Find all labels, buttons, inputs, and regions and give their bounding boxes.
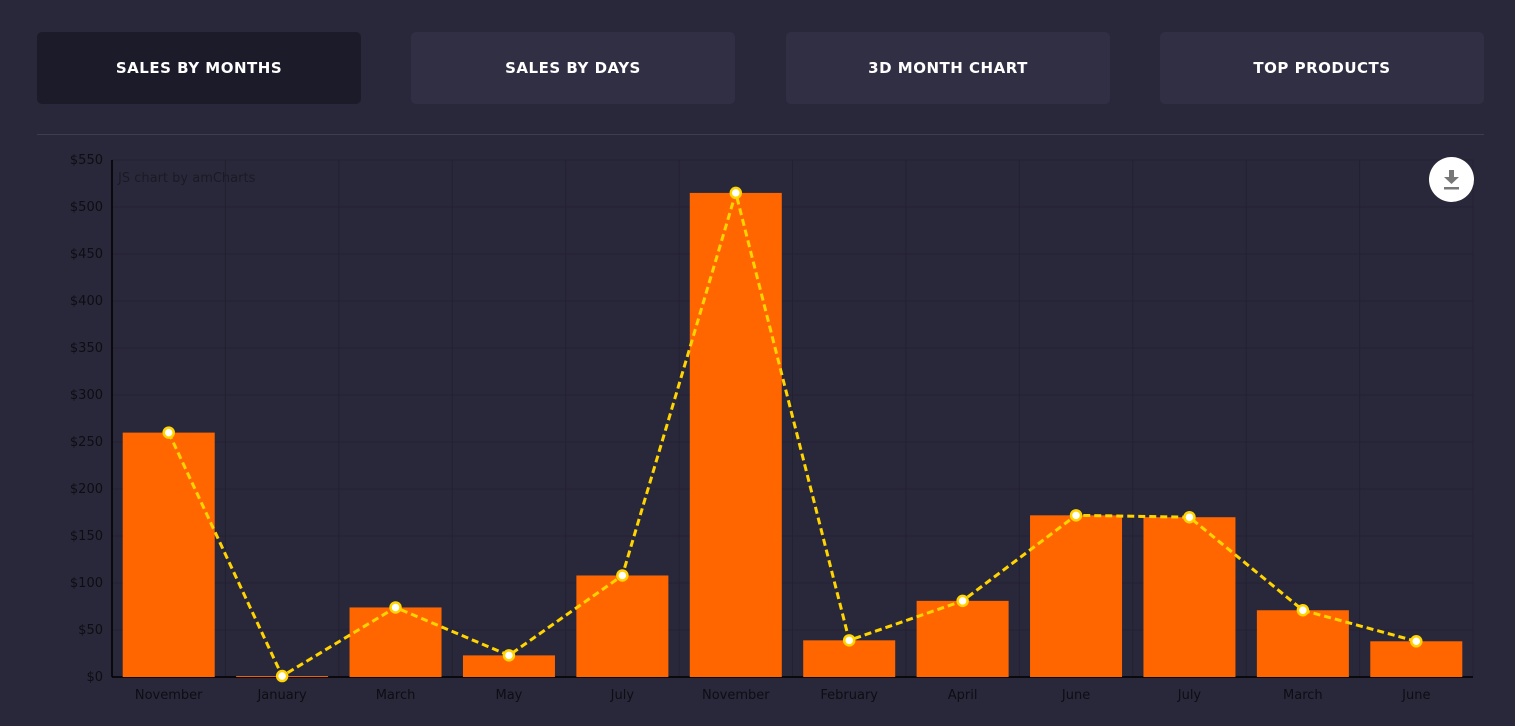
y-tick-label: $400 — [70, 294, 103, 309]
divider — [37, 134, 1484, 135]
line-point — [729, 186, 743, 200]
y-tick-label: $300 — [70, 388, 103, 403]
y-tick-label: $450 — [70, 247, 103, 262]
tab-3d-month-chart[interactable]: 3D MONTH CHART — [786, 32, 1110, 104]
y-tick-label: $350 — [70, 341, 103, 356]
bar — [916, 600, 1009, 677]
bar — [349, 607, 442, 677]
x-tick-label: March — [376, 688, 416, 703]
watermark: JS chart by amCharts — [117, 171, 256, 186]
download-button[interactable] — [1429, 157, 1474, 202]
y-tick-label: $200 — [70, 482, 103, 497]
line-point — [1069, 509, 1083, 522]
x-tick-label: May — [496, 688, 523, 703]
bar — [1030, 515, 1123, 677]
x-tick-label: July — [1177, 688, 1202, 703]
x-tick-label: June — [1401, 688, 1430, 703]
download-icon — [1444, 170, 1459, 190]
line-point — [616, 569, 629, 582]
y-tick-label: $150 — [70, 529, 103, 544]
y-tick-label: $550 — [70, 153, 103, 168]
line-point — [1410, 635, 1423, 648]
y-tick-label: $100 — [70, 576, 103, 591]
line-series — [167, 187, 1417, 679]
tab-sales-by-days[interactable]: SALES BY DAYS — [411, 32, 735, 104]
x-tick-label: November — [135, 688, 203, 703]
x-tick-label: February — [820, 688, 878, 703]
bar — [122, 432, 215, 677]
bar — [1256, 610, 1349, 677]
line-point — [275, 669, 289, 683]
bar — [1143, 517, 1236, 677]
line-point — [1296, 604, 1310, 617]
bar — [576, 575, 669, 677]
x-tick-label: June — [1061, 688, 1090, 703]
line-point — [502, 649, 516, 662]
y-tick-label: $50 — [78, 623, 103, 638]
tab-sales-by-months[interactable]: SALES BY MONTHS — [37, 32, 361, 104]
line-point — [389, 601, 402, 614]
tab-bar: SALES BY MONTHS SALES BY DAYS 3D MONTH C… — [37, 32, 1484, 104]
y-tick-label: $0 — [86, 670, 103, 685]
bar — [689, 192, 782, 677]
y-tick-label: $250 — [70, 435, 103, 450]
x-tick-label: January — [256, 688, 307, 703]
bar — [462, 655, 555, 677]
tab-top-products[interactable]: TOP PRODUCTS — [1160, 32, 1484, 104]
line-point — [162, 426, 175, 439]
y-tick-label: $500 — [70, 200, 103, 215]
x-tick-label: November — [702, 688, 770, 703]
x-tick-label: July — [610, 688, 635, 703]
line-point — [1183, 510, 1196, 524]
line-point — [842, 634, 856, 647]
x-tick-label: March — [1283, 688, 1323, 703]
x-tick-label: April — [948, 688, 978, 703]
line-point — [956, 594, 969, 608]
